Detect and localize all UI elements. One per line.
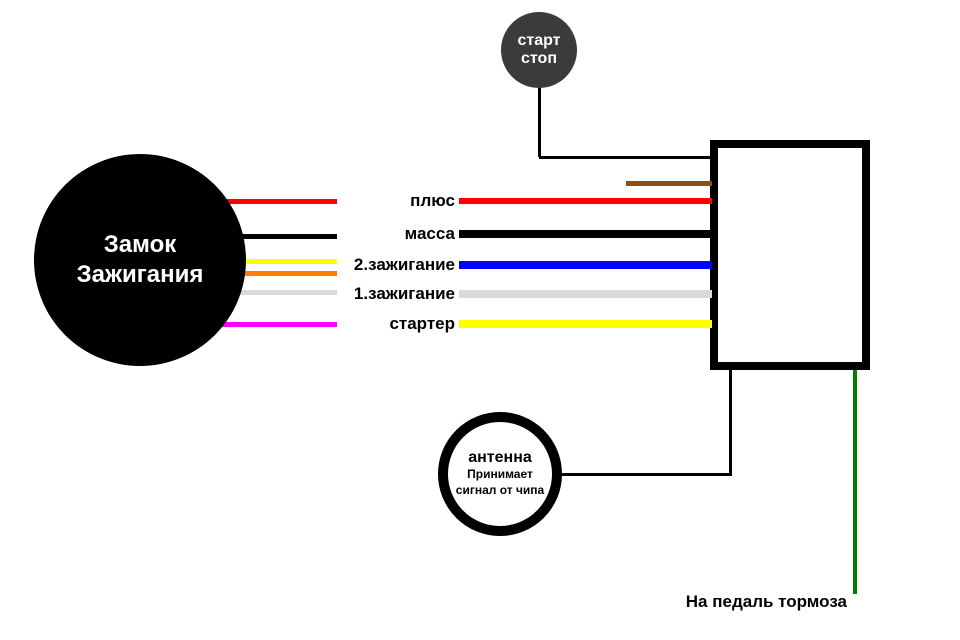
antenna-ring: антенна Принимает сигнал от чипа	[438, 412, 562, 536]
control-box	[710, 140, 870, 370]
ignition-lock-label: Замок Зажигания	[77, 230, 204, 290]
wire-label-1: масса	[405, 224, 455, 244]
box-wire-4	[459, 320, 712, 328]
startstop-lead-v	[538, 84, 541, 157]
brake-label: На педаль тормоза	[686, 592, 847, 612]
start-stop-button-label: старт стоп	[517, 32, 560, 68]
brake-lead	[853, 370, 857, 594]
wire-label-3: 1.зажигание	[354, 284, 455, 304]
ignition-lock: Замок Зажигания	[34, 154, 246, 366]
diagram-stage: плюс масса 2.зажигание 1.зажигание стартер На…	[0, 0, 960, 640]
brown-wire	[626, 181, 712, 186]
wire-label-0: плюс	[410, 191, 455, 211]
box-wire-0	[459, 198, 712, 204]
antenna-ring-label: антенна Принимает сигнал от чипа	[456, 450, 544, 498]
box-wire-3	[459, 290, 712, 298]
wire-label-2: 2.зажигание	[354, 255, 455, 275]
box-wire-2	[459, 261, 712, 269]
box-wire-1	[459, 230, 712, 238]
wire-label-4: стартер	[389, 314, 455, 334]
startstop-lead-h	[539, 156, 712, 159]
start-stop-button: старт стоп	[501, 12, 577, 88]
antenna-lead-h	[555, 473, 732, 476]
antenna-lead-v	[729, 370, 732, 476]
